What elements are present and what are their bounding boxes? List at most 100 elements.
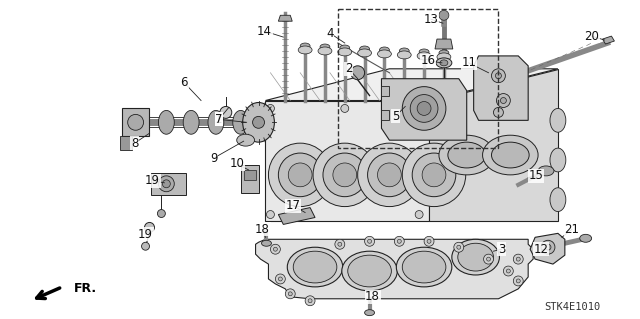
Ellipse shape — [437, 53, 451, 61]
Ellipse shape — [396, 247, 452, 287]
Circle shape — [159, 176, 174, 192]
Circle shape — [424, 236, 434, 246]
Circle shape — [500, 98, 506, 103]
Ellipse shape — [419, 49, 429, 55]
Text: 10: 10 — [229, 158, 244, 170]
Circle shape — [394, 236, 404, 246]
Ellipse shape — [340, 45, 349, 51]
Ellipse shape — [360, 46, 369, 52]
Ellipse shape — [458, 243, 493, 271]
Text: 16: 16 — [420, 54, 436, 67]
Ellipse shape — [378, 50, 392, 58]
Ellipse shape — [448, 142, 486, 168]
Text: 4: 4 — [326, 26, 333, 40]
Circle shape — [493, 108, 504, 117]
Polygon shape — [278, 15, 292, 21]
Circle shape — [141, 242, 150, 250]
Text: 3: 3 — [498, 243, 505, 256]
Bar — [244, 170, 255, 180]
Bar — [122, 108, 150, 136]
Circle shape — [266, 211, 275, 219]
Circle shape — [273, 247, 277, 251]
Circle shape — [128, 115, 143, 130]
Text: 6: 6 — [180, 76, 188, 89]
Text: 14: 14 — [257, 25, 272, 38]
Ellipse shape — [342, 251, 397, 291]
Text: STK4E1010: STK4E1010 — [545, 302, 601, 312]
Ellipse shape — [300, 43, 310, 49]
Text: 18: 18 — [255, 223, 270, 236]
Ellipse shape — [550, 188, 566, 211]
Circle shape — [397, 239, 401, 243]
Ellipse shape — [293, 251, 337, 283]
Circle shape — [516, 279, 520, 283]
Circle shape — [504, 266, 513, 276]
Ellipse shape — [208, 110, 224, 134]
Circle shape — [513, 254, 524, 264]
Ellipse shape — [397, 51, 411, 59]
Circle shape — [266, 105, 275, 112]
Circle shape — [333, 163, 356, 187]
Text: 17: 17 — [285, 199, 301, 212]
Ellipse shape — [417, 52, 431, 60]
Ellipse shape — [320, 44, 330, 50]
Ellipse shape — [298, 46, 312, 54]
Circle shape — [427, 239, 431, 243]
Text: 12: 12 — [534, 243, 548, 256]
Ellipse shape — [253, 110, 268, 134]
Polygon shape — [381, 110, 389, 120]
Circle shape — [271, 244, 280, 254]
Ellipse shape — [399, 48, 409, 54]
Text: 19: 19 — [138, 228, 153, 241]
Circle shape — [253, 116, 264, 128]
Circle shape — [495, 73, 501, 79]
Circle shape — [341, 105, 349, 112]
Polygon shape — [435, 39, 453, 49]
Ellipse shape — [436, 58, 452, 68]
Circle shape — [412, 153, 456, 197]
Circle shape — [275, 274, 285, 284]
Circle shape — [145, 222, 154, 232]
Circle shape — [403, 143, 466, 207]
Ellipse shape — [440, 60, 448, 66]
Text: 5: 5 — [392, 110, 399, 123]
Circle shape — [516, 257, 520, 261]
Polygon shape — [278, 208, 315, 225]
Circle shape — [513, 276, 524, 286]
Text: 11: 11 — [461, 56, 476, 69]
Circle shape — [163, 180, 170, 188]
Text: 15: 15 — [529, 169, 543, 182]
Polygon shape — [474, 56, 528, 120]
Text: FR.: FR. — [74, 282, 97, 295]
Ellipse shape — [439, 50, 449, 56]
Ellipse shape — [380, 47, 389, 53]
Ellipse shape — [550, 148, 566, 172]
Bar — [241, 165, 259, 193]
Ellipse shape — [358, 49, 372, 57]
Ellipse shape — [348, 255, 392, 287]
Text: 20: 20 — [584, 30, 599, 42]
Text: 2: 2 — [345, 62, 353, 75]
Circle shape — [335, 239, 345, 249]
Ellipse shape — [550, 108, 566, 132]
Ellipse shape — [403, 251, 446, 283]
Circle shape — [323, 153, 367, 197]
Text: 9: 9 — [210, 152, 218, 165]
Bar — [152, 173, 186, 195]
Text: 1: 1 — [215, 113, 223, 126]
Polygon shape — [429, 69, 558, 221]
Circle shape — [417, 101, 431, 115]
Circle shape — [308, 299, 312, 303]
Polygon shape — [530, 234, 565, 264]
Polygon shape — [381, 85, 389, 96]
Text: 7: 7 — [215, 113, 223, 126]
Ellipse shape — [159, 110, 174, 134]
Circle shape — [497, 93, 510, 108]
Circle shape — [278, 153, 322, 197]
Ellipse shape — [452, 239, 499, 275]
Text: 13: 13 — [424, 13, 438, 26]
Bar — [120, 136, 132, 150]
Circle shape — [351, 66, 365, 80]
Ellipse shape — [492, 142, 529, 168]
Circle shape — [278, 277, 282, 281]
